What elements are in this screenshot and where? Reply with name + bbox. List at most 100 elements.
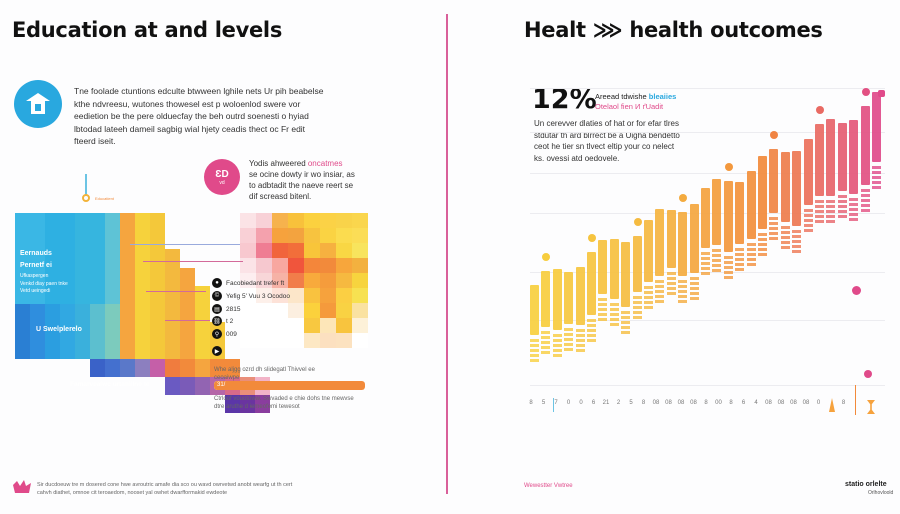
mosaic-cell bbox=[288, 303, 304, 318]
mosaic-cell bbox=[352, 258, 368, 273]
mosaic-cell bbox=[180, 358, 195, 377]
chart-dash bbox=[803, 209, 813, 212]
chart-dash bbox=[803, 229, 813, 232]
progress-bar-fill: 31/ bbox=[214, 381, 365, 390]
thermo-label: Educatient bbox=[95, 196, 114, 201]
chart-dash bbox=[541, 331, 551, 334]
chart-dot bbox=[878, 90, 885, 97]
mosaic-cell bbox=[304, 273, 320, 288]
doc-icon: ▤ bbox=[212, 304, 222, 314]
chart-dash bbox=[530, 354, 539, 357]
mosaic-cell bbox=[240, 333, 256, 348]
axis-tick-label: 0 bbox=[566, 400, 571, 406]
list-item-text: Facobiedant trefer ft bbox=[226, 279, 285, 287]
stat-line2: Otelaol fien И ґUadit bbox=[595, 102, 664, 111]
chart-dash bbox=[815, 210, 824, 213]
tick-marker bbox=[867, 400, 875, 414]
mosaic-label: Ufkaspergen bbox=[20, 273, 49, 279]
circle-icon: ● bbox=[212, 278, 222, 288]
chart-bar bbox=[792, 151, 802, 226]
mosaic-cell bbox=[352, 243, 368, 258]
mosaic-cell bbox=[165, 304, 180, 323]
chart-dash bbox=[564, 348, 574, 351]
mosaic-cell bbox=[15, 322, 30, 341]
chart-bar bbox=[564, 272, 574, 324]
mosaic-cell bbox=[304, 243, 320, 258]
mosaic-cell bbox=[288, 273, 304, 288]
chart-dash bbox=[587, 319, 596, 322]
mosaic-cell bbox=[90, 267, 105, 286]
chart-dash bbox=[701, 257, 710, 260]
mosaic-cell bbox=[195, 285, 210, 304]
chart-dash bbox=[826, 205, 836, 208]
chart-dash bbox=[849, 213, 859, 216]
connector-line bbox=[146, 291, 206, 292]
mosaic-cell bbox=[256, 288, 272, 303]
mosaic-cell bbox=[75, 267, 90, 286]
chart-dash bbox=[803, 214, 813, 217]
chart-dash bbox=[815, 200, 824, 203]
mosaic-cell bbox=[320, 288, 336, 303]
chart-bar bbox=[815, 124, 824, 196]
chart-dash bbox=[598, 318, 608, 321]
mosaic-cell bbox=[150, 304, 165, 323]
chart-dash bbox=[689, 277, 699, 280]
mosaic-cell bbox=[240, 213, 256, 228]
chart-dash bbox=[530, 339, 539, 342]
mosaic-cell bbox=[90, 322, 105, 341]
chart-dash bbox=[552, 339, 562, 342]
mosaic-cell bbox=[225, 395, 240, 414]
chart-dash bbox=[678, 290, 688, 293]
tick-marker bbox=[829, 398, 835, 412]
mosaic-cell bbox=[105, 285, 120, 304]
mosaic-cell bbox=[135, 358, 150, 377]
chart-dash bbox=[826, 210, 836, 213]
chart-dash bbox=[860, 194, 870, 197]
chart-dot bbox=[816, 106, 824, 114]
mosaic-cell bbox=[60, 213, 75, 232]
chart-dash bbox=[815, 215, 824, 218]
axis-tick-label: 08 bbox=[690, 400, 697, 406]
mosaic-cell bbox=[240, 288, 256, 303]
callout-rest: se ocine dowty ir wo insiar, as to adbta… bbox=[249, 170, 355, 201]
chart-dash bbox=[837, 205, 847, 208]
chart-dash bbox=[530, 359, 539, 362]
mosaic-cell bbox=[352, 288, 368, 303]
mosaic-cell bbox=[45, 249, 60, 268]
chart-dash bbox=[575, 344, 585, 347]
chart-dash bbox=[530, 349, 539, 352]
chart-dash bbox=[780, 246, 790, 249]
chart-dash bbox=[701, 262, 710, 265]
mosaic-cell bbox=[256, 318, 272, 333]
mosaic-cell bbox=[180, 376, 195, 395]
chart-dash bbox=[712, 269, 722, 272]
mosaic-cell bbox=[60, 340, 75, 359]
chart-dash bbox=[758, 233, 767, 236]
chart-dash bbox=[621, 316, 631, 319]
thermometer-bulb-icon bbox=[82, 194, 90, 202]
chart-dash bbox=[644, 306, 653, 309]
mosaic-cell bbox=[75, 213, 90, 232]
chart-dash bbox=[780, 241, 790, 244]
axis-tick-label: 08 bbox=[665, 400, 672, 406]
mosaic-label: Pernetf ei bbox=[20, 262, 52, 269]
tick-marker bbox=[553, 398, 554, 412]
chart-dash bbox=[564, 328, 574, 331]
right-paragraph: Un cerevver dlaties of hat or for efar t… bbox=[534, 119, 680, 163]
mosaic-cell bbox=[15, 213, 30, 232]
mosaic-cell bbox=[304, 258, 320, 273]
chart-dash bbox=[621, 331, 631, 334]
mosaic-cell bbox=[352, 213, 368, 228]
chart-dash bbox=[655, 285, 665, 288]
axis-tick-label: 08 bbox=[802, 400, 810, 406]
chart-bar bbox=[701, 188, 710, 248]
mosaic-cell bbox=[75, 249, 90, 268]
chart-dash bbox=[632, 306, 642, 309]
mosaic-cell bbox=[272, 303, 288, 318]
mosaic-cell bbox=[30, 231, 45, 250]
mosaic-cell bbox=[30, 285, 45, 304]
chart-dash bbox=[701, 252, 710, 255]
mosaic-cell bbox=[45, 340, 60, 359]
pin-icon: ⚲ bbox=[212, 329, 222, 339]
footer-brand: statio orlelte bbox=[845, 481, 887, 488]
